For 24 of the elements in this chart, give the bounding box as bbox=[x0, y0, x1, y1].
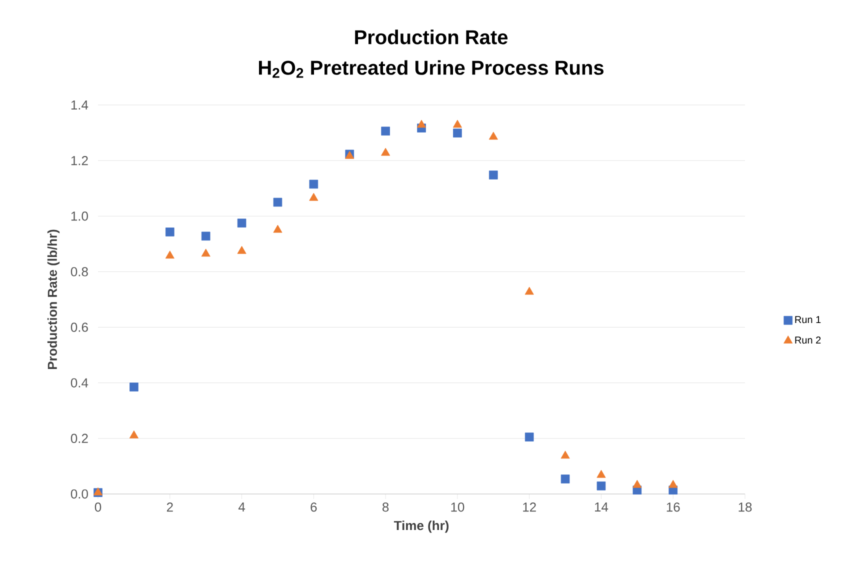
x-tick-label: 12 bbox=[523, 502, 536, 512]
x-tick-label: 10 bbox=[451, 502, 464, 512]
x-tick-label: 8 bbox=[382, 502, 389, 512]
y-tick-label: 1.2 bbox=[71, 156, 88, 166]
y-tick-label: 0.4 bbox=[70, 378, 88, 388]
y-tick-label: 0.0 bbox=[70, 489, 88, 499]
y-axis-title: Production Rate (lb/hr) bbox=[47, 230, 60, 370]
x-tick-label: 0 bbox=[94, 502, 102, 512]
x-tick-label: 14 bbox=[594, 502, 608, 512]
x-tick-label: 4 bbox=[238, 502, 246, 512]
x-tick-label: 6 bbox=[310, 502, 317, 512]
y-tick-label: 0.8 bbox=[70, 267, 88, 276]
y-tick-label: 0.2 bbox=[70, 434, 88, 444]
chart-title: Production Rate bbox=[355, 30, 508, 44]
chart-subtitle: H$_{2}$O$_{2}$ Pretreated Urine Process Runs bbox=[258, 60, 604, 78]
legend-label: Run 1 bbox=[795, 316, 821, 324]
x-axis-title: Time (hr) bbox=[394, 520, 449, 533]
y-tick-label: 1.0 bbox=[71, 212, 88, 221]
y-tick-label: 1.4 bbox=[71, 100, 88, 110]
legend-label: Run 2 bbox=[795, 336, 821, 344]
x-tick-label: 16 bbox=[666, 502, 680, 512]
y-tick-label: 0.6 bbox=[70, 322, 88, 332]
x-tick-label: 18 bbox=[738, 502, 752, 512]
x-tick-label: 2 bbox=[166, 502, 173, 512]
